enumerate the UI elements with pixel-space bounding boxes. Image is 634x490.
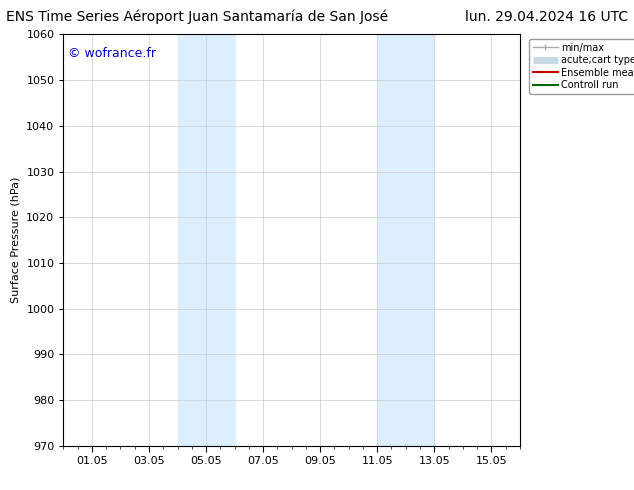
Y-axis label: Surface Pressure (hPa): Surface Pressure (hPa) xyxy=(11,177,21,303)
Bar xyxy=(377,34,434,446)
Text: © wofrance.fr: © wofrance.fr xyxy=(68,47,156,60)
Bar xyxy=(178,34,235,446)
Text: lun. 29.04.2024 16 UTC: lun. 29.04.2024 16 UTC xyxy=(465,10,628,24)
Legend: min/max, acute;cart type, Ensemble mean run, Controll run: min/max, acute;cart type, Ensemble mean … xyxy=(529,39,634,94)
Text: ENS Time Series Aéroport Juan Santamaría de San José: ENS Time Series Aéroport Juan Santamaría… xyxy=(6,10,389,24)
